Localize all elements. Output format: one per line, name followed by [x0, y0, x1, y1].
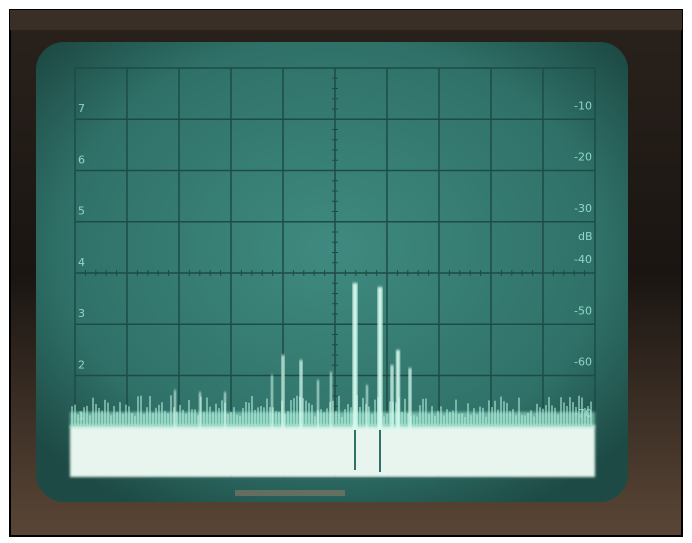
- peak: [396, 350, 400, 430]
- right-scale-label: -30: [574, 202, 592, 215]
- unit-label: dB: [578, 230, 593, 243]
- peak: [366, 385, 368, 430]
- peak: [378, 287, 383, 430]
- left-scale-label: 6: [78, 153, 85, 166]
- peak: [174, 390, 176, 430]
- left-scale-label: 5: [78, 205, 85, 218]
- peak: [271, 375, 273, 430]
- left-scale-label: 3: [78, 307, 85, 320]
- left-scale-label: 1: [78, 410, 85, 423]
- right-scale-label: -60: [574, 356, 592, 369]
- left-scale-label: 4: [78, 256, 85, 269]
- peak: [353, 283, 358, 430]
- right-scale-label: -40: [574, 253, 592, 266]
- peak: [317, 380, 319, 430]
- peak: [409, 368, 412, 430]
- peak: [330, 372, 332, 430]
- peak: [300, 360, 303, 430]
- page: dB 7654321-10-20-30-40-50-60-70 (() => {…: [0, 0, 692, 543]
- bezel-top: [10, 10, 682, 30]
- left-scale-label: 2: [78, 358, 85, 371]
- bezel-slot: [235, 490, 345, 496]
- peak: [224, 392, 226, 430]
- noise-floor: [70, 425, 595, 477]
- peak: [282, 355, 285, 430]
- left-scale-label: 7: [78, 102, 85, 115]
- right-scale-label: -10: [574, 99, 592, 112]
- peak: [391, 365, 394, 430]
- peak: [199, 392, 201, 430]
- right-scale-label: -50: [574, 304, 592, 317]
- scope-photo: dB 7 6 5 4 3 2 1 -10 -20 -30 -40 -50 -60 -70: [0, 0, 692, 543]
- right-scale-label: -20: [574, 151, 592, 164]
- right-scale-label: -70: [574, 407, 592, 420]
